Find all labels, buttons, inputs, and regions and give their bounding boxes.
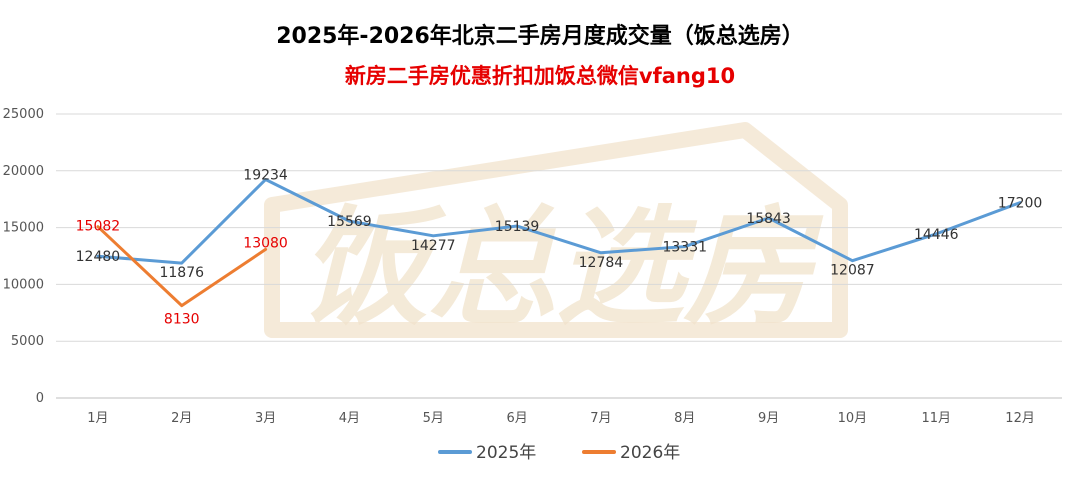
watermark-logo: 饭总选房 [264, 122, 848, 343]
x-tick-label: 6月 [506, 411, 527, 426]
data-label: 11876 [159, 265, 204, 281]
x-tick-label: 12月 [1005, 411, 1035, 426]
x-tick-label: 4月 [339, 411, 360, 426]
y-axis-ticks: 0 5000 10000 15000 20000 25000 [3, 107, 44, 406]
y-tick-label: 15000 [3, 221, 44, 236]
data-label: 13080 [243, 235, 288, 251]
legend-label-0: 2025年 [476, 443, 536, 463]
data-label: 8130 [164, 312, 200, 328]
legend: 2025年 2026年 [438, 443, 680, 463]
chart-title: 2025年-2026年北京二手房月度成交量（饭总选房） [276, 24, 804, 49]
data-label: 12784 [579, 255, 624, 271]
x-tick-label: 1月 [87, 411, 108, 426]
data-label: 15082 [76, 219, 121, 235]
data-labels: 12480 11876 19234 15569 14277 15139 12784 13331… [76, 168, 1043, 328]
gridlines [56, 113, 1062, 399]
data-label: 13331 [662, 240, 707, 256]
series-line-1 [96, 225, 268, 308]
x-tick-label: 2月 [171, 411, 192, 426]
x-tick-label: 5月 [423, 411, 444, 426]
x-tick-label: 11月 [921, 411, 951, 426]
x-tick-label: 8月 [674, 411, 695, 426]
series-line-0 [96, 178, 1022, 265]
data-label: 19234 [243, 168, 288, 184]
x-axis-ticks: 1月 2月 3月 4月 5月 6月 7月 8月 9月 10月 11月 12月 [87, 411, 1035, 426]
x-tick-label: 3月 [255, 411, 276, 426]
x-tick-label: 10月 [838, 411, 868, 426]
data-label: 14277 [411, 238, 456, 254]
data-label: 15843 [746, 211, 791, 227]
chart-subtitle: 新房二手房优惠折扣加饭总微信vfang10 [344, 64, 736, 88]
x-tick-label: 9月 [758, 411, 779, 426]
legend-label-1: 2026年 [620, 443, 680, 463]
y-tick-label: 5000 [11, 334, 44, 349]
watermark-house-outline [264, 122, 848, 338]
y-tick-label: 0 [36, 391, 44, 406]
series-lines [96, 178, 1022, 308]
data-label: 12480 [76, 249, 121, 265]
data-label: 14446 [914, 227, 959, 243]
data-label: 15139 [495, 219, 540, 235]
data-label: 15569 [327, 214, 372, 230]
data-label: 17200 [998, 196, 1043, 212]
y-tick-label: 25000 [3, 107, 44, 122]
data-label: 12087 [830, 263, 875, 279]
y-tick-label: 10000 [3, 277, 44, 292]
watermark-text: 饭总选房 [300, 194, 824, 343]
x-tick-label: 7月 [590, 411, 611, 426]
y-tick-label: 20000 [3, 164, 44, 179]
